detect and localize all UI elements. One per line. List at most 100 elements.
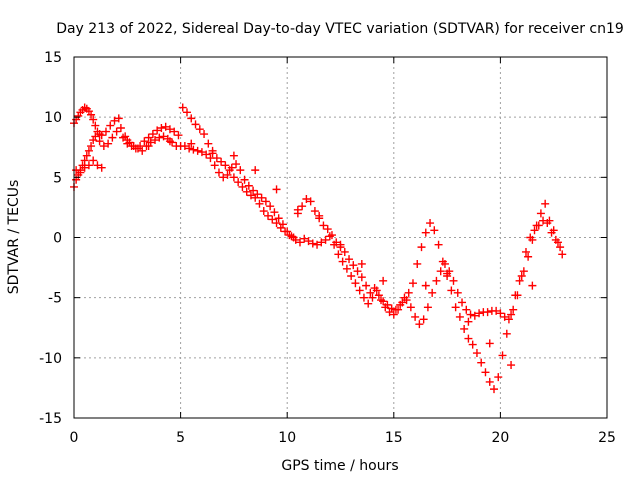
y-tick-label: 0 <box>53 231 62 247</box>
data-point <box>434 240 443 249</box>
data-point <box>227 163 236 172</box>
data-point <box>353 267 362 276</box>
data-point <box>455 312 464 321</box>
data-point <box>526 233 535 242</box>
data-point <box>193 146 202 155</box>
data-point <box>372 286 381 295</box>
data-point <box>406 303 415 312</box>
data-point <box>453 288 462 297</box>
data-point <box>151 136 160 145</box>
data-point <box>345 255 354 264</box>
data-point <box>283 227 292 236</box>
x-tick-label: 25 <box>598 430 616 446</box>
data-point <box>323 225 332 234</box>
data-point <box>483 308 492 317</box>
data-point <box>189 145 198 154</box>
data-point <box>257 193 266 202</box>
data-point <box>364 299 373 308</box>
data-point <box>236 166 245 175</box>
data-point <box>112 127 121 136</box>
data-point <box>191 120 200 129</box>
data-point <box>415 320 424 329</box>
data-point <box>272 219 281 228</box>
data-point <box>295 238 304 247</box>
data-point <box>449 276 458 285</box>
data-point <box>475 309 484 318</box>
data-point <box>174 131 183 140</box>
data-point <box>421 281 430 290</box>
data-point <box>255 199 264 208</box>
data-point <box>428 288 437 297</box>
data-point <box>509 305 518 314</box>
data-point <box>519 267 528 276</box>
data-point <box>362 281 371 290</box>
data-point <box>556 243 565 252</box>
data-point <box>274 214 283 223</box>
data-point <box>210 161 219 170</box>
data-point <box>404 288 413 297</box>
data-point <box>302 194 311 203</box>
data-point <box>129 142 138 151</box>
data-point <box>287 232 296 241</box>
data-point <box>317 238 326 247</box>
data-point <box>500 312 509 321</box>
data-point <box>93 161 102 170</box>
data-point <box>110 116 119 125</box>
data-point <box>293 205 302 214</box>
x-axis-label: GPS time / hours <box>281 458 398 474</box>
data-point <box>159 132 168 141</box>
data-point <box>426 219 435 228</box>
data-point <box>80 156 89 165</box>
y-tick-label: 10 <box>44 110 62 126</box>
data-point <box>95 137 104 146</box>
data-point <box>195 125 204 134</box>
data-point <box>543 219 552 228</box>
data-point <box>551 235 560 244</box>
data-point <box>539 216 548 225</box>
y-tick-label: -5 <box>48 291 62 307</box>
data-point <box>155 133 164 142</box>
data-point <box>458 298 467 307</box>
data-point <box>298 202 307 211</box>
data-point <box>336 240 345 249</box>
data-point <box>513 291 522 300</box>
data-point <box>244 181 253 190</box>
data-point <box>153 126 162 135</box>
data-point <box>460 324 469 333</box>
data-point <box>108 133 117 142</box>
data-point <box>374 291 383 300</box>
data-point <box>443 272 452 281</box>
data-point <box>321 235 330 244</box>
data-point <box>357 273 366 282</box>
data-point <box>232 160 241 169</box>
data-point <box>498 351 507 360</box>
data-point <box>308 239 317 248</box>
data-point <box>138 146 147 155</box>
data-point <box>524 252 533 261</box>
data-point <box>464 334 473 343</box>
data-point <box>528 281 537 290</box>
data-point <box>144 133 153 142</box>
data-point <box>261 197 270 206</box>
data-point <box>411 312 420 321</box>
data-point <box>204 139 213 148</box>
data-point <box>140 137 149 146</box>
data-point <box>97 163 106 172</box>
x-tick-label: 15 <box>385 430 403 446</box>
grid <box>74 57 607 418</box>
data-point <box>144 142 153 151</box>
data-point <box>468 340 477 349</box>
data-point <box>217 157 226 166</box>
data-point <box>440 259 449 268</box>
data-point <box>413 259 422 268</box>
data-point <box>357 259 366 268</box>
data-point <box>558 250 567 259</box>
data-point <box>521 247 530 256</box>
data-point <box>208 149 217 158</box>
data-point <box>197 148 206 157</box>
data-point <box>421 228 430 237</box>
data-point <box>214 168 223 177</box>
data-point <box>408 279 417 288</box>
data-point <box>315 211 324 220</box>
data-point <box>534 221 543 230</box>
